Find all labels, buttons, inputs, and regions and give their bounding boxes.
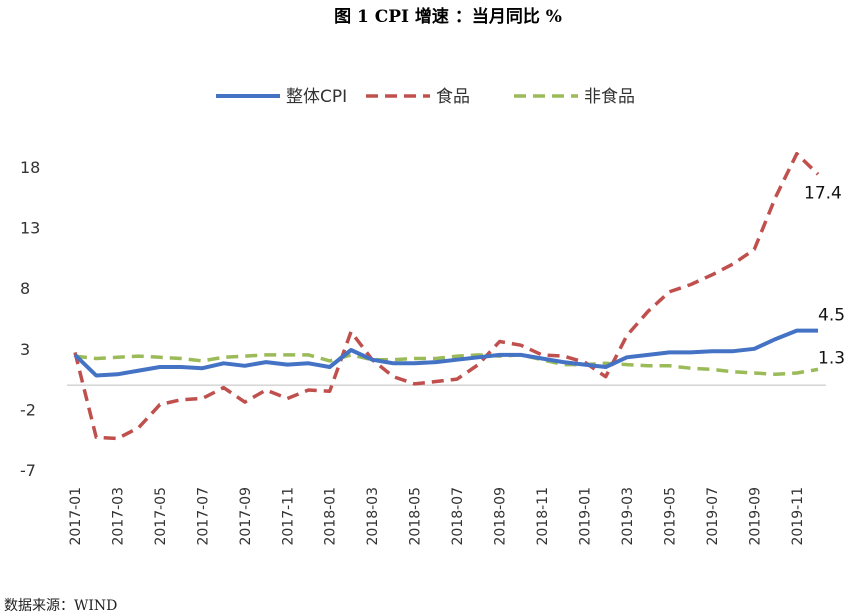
series-line-2 — [74, 353, 819, 377]
x-axis: 2017-01 2017-03 2017-05 2017-07 2017-09 2017-… — [68, 487, 806, 546]
chart-title: 图 1 CPI 增速 ：当月同比 % — [334, 6, 562, 27]
series-line-0 — [73, 328, 818, 378]
x-tick-label: 2018-01 — [323, 487, 339, 546]
series-line-1 — [73, 151, 820, 441]
x-tick-label: 2019-09 — [747, 487, 763, 546]
legend-label-2: 非食品 — [584, 87, 635, 107]
data-label: 4.5 — [818, 306, 845, 326]
data-labels: 17.4 4.5 1.3 — [804, 183, 845, 368]
x-tick-label: 2019-03 — [620, 487, 636, 546]
x-tick-label: 2018-09 — [493, 487, 509, 546]
x-tick-label: 2019-07 — [705, 487, 721, 546]
x-tick-label: 2017-01 — [68, 487, 84, 546]
x-tick-label: 2018-11 — [535, 487, 551, 546]
y-axis: -7 -2 3 8 13 18 — [20, 158, 40, 480]
legend-label-0: 整体CPI — [286, 87, 347, 107]
plot-lines — [73, 151, 820, 441]
x-tick-label: 2017-07 — [195, 487, 211, 546]
x-tick-label: 2019-11 — [790, 487, 806, 546]
data-label: 1.3 — [818, 348, 845, 368]
y-tick-label: -7 — [20, 461, 36, 480]
source-note: 数据来源：WIND — [4, 598, 117, 614]
x-tick-label: 2018-03 — [365, 487, 381, 546]
x-tick-label: 2017-05 — [153, 487, 169, 546]
y-tick-label: 8 — [20, 279, 30, 298]
chart-legend: 整体CPI 食品 非食品 — [216, 87, 635, 107]
x-tick-label: 2017-11 — [280, 487, 296, 546]
y-tick-label: 13 — [20, 219, 40, 238]
x-tick-label: 2019-01 — [577, 487, 593, 546]
data-label: 17.4 — [804, 183, 842, 203]
legend-label-1: 食品 — [436, 87, 470, 107]
x-tick-label: 2018-07 — [450, 487, 466, 546]
x-tick-label: 2017-09 — [238, 487, 254, 546]
y-tick-label: -2 — [20, 400, 36, 419]
x-tick-label: 2019-05 — [662, 487, 678, 546]
y-tick-label: 18 — [20, 158, 40, 177]
x-tick-label: 2018-05 — [408, 487, 424, 546]
x-tick-label: 2017-03 — [110, 487, 126, 546]
y-tick-label: 3 — [20, 340, 30, 359]
